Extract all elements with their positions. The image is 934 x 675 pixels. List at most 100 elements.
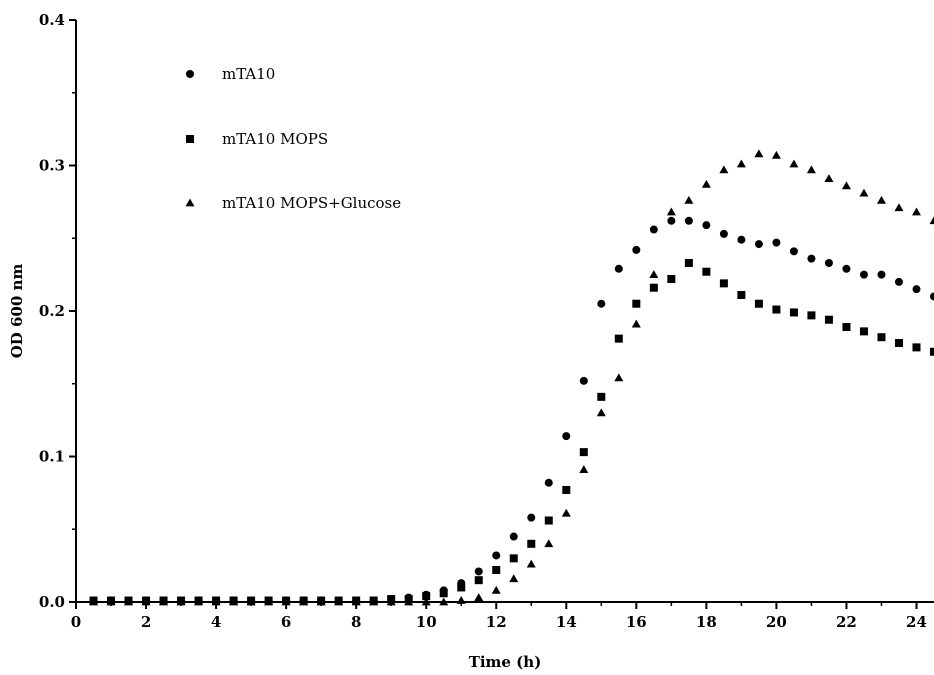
- chart-legend: mTA10 mTA10 MOPS mTA10 MOPS+Glucose: [185, 65, 401, 212]
- data-point: [894, 203, 904, 212]
- y-tick-label-0.3: 0.3: [39, 157, 65, 175]
- data-point: [89, 597, 99, 606]
- data-point: [824, 315, 833, 324]
- data-point: [299, 597, 309, 606]
- data-point: [614, 334, 623, 343]
- data-point: [597, 392, 606, 401]
- legend-marker-1: [186, 70, 194, 78]
- data-point: [194, 597, 204, 606]
- data-point: [579, 448, 588, 457]
- data-point: [159, 597, 169, 606]
- data-point: [491, 585, 501, 594]
- data-point: [772, 238, 781, 247]
- data-point: [369, 597, 379, 606]
- data-point: [456, 596, 466, 604]
- data-point: [684, 216, 693, 225]
- data-point: [422, 592, 431, 601]
- legend-entry-3: mTA10 MOPS+Glucose: [222, 194, 401, 212]
- data-point: [281, 597, 291, 606]
- y-tick-label-0.4: 0.4: [39, 11, 65, 29]
- data-point: [876, 195, 886, 204]
- data-point: [246, 597, 256, 606]
- data-point: [684, 195, 694, 204]
- data-point: [859, 327, 868, 336]
- data-point: [632, 299, 641, 308]
- x-tick-label-20: 20: [766, 613, 787, 631]
- data-point: [596, 408, 606, 417]
- data-point: [474, 576, 483, 585]
- data-point: [684, 258, 693, 267]
- data-point: [544, 478, 553, 487]
- data-point: [772, 305, 781, 314]
- data-point: [597, 299, 606, 308]
- x-tick-label-12: 12: [486, 613, 507, 631]
- series-1: [89, 216, 934, 605]
- data-point: [736, 159, 746, 168]
- chart-marks: [89, 149, 934, 606]
- data-point: [737, 290, 746, 299]
- data-point: [334, 597, 344, 606]
- chart-axes: 0 2 4 6 8 10 12 14 16 18 20 22 240.00.10.20.30.4: [39, 11, 934, 631]
- data-point: [211, 597, 221, 606]
- legend-marker-3: [185, 198, 195, 207]
- data-point: [737, 235, 746, 244]
- data-point: [649, 270, 659, 278]
- data-point: [789, 308, 798, 317]
- data-point: [404, 597, 414, 606]
- data-point: [632, 245, 641, 254]
- y-axis-label: OD 600 nm: [8, 264, 26, 359]
- data-point: [492, 551, 501, 560]
- data-point: [544, 516, 553, 525]
- data-point: [930, 292, 934, 301]
- series-3: [89, 149, 934, 606]
- data-point: [877, 333, 886, 342]
- data-point: [911, 207, 921, 216]
- data-point: [842, 264, 851, 273]
- x-tick-label-10: 10: [416, 613, 437, 631]
- series-2: [89, 258, 934, 605]
- data-point: [894, 339, 903, 348]
- x-tick-label-8: 8: [351, 613, 361, 631]
- data-point: [807, 311, 816, 320]
- data-point: [807, 254, 816, 263]
- data-point: [457, 583, 466, 592]
- data-point: [631, 319, 641, 328]
- data-point: [666, 207, 676, 216]
- x-tick-label-18: 18: [696, 613, 717, 631]
- data-point: [492, 565, 501, 574]
- data-point: [614, 264, 623, 273]
- data-point: [719, 279, 728, 288]
- data-point: [439, 597, 449, 606]
- data-point: [229, 597, 239, 606]
- data-point: [526, 559, 536, 568]
- x-tick-label-24: 24: [906, 613, 927, 631]
- data-point: [824, 258, 833, 267]
- y-tick-label-0.0: 0.0: [39, 593, 65, 611]
- x-tick-label-22: 22: [836, 613, 857, 631]
- data-point: [527, 539, 536, 548]
- data-point: [141, 597, 151, 606]
- data-point: [264, 597, 274, 606]
- x-tick-label-4: 4: [211, 613, 221, 631]
- data-point: [806, 165, 816, 174]
- legend-entry-2: mTA10 MOPS: [222, 130, 328, 148]
- data-point: [842, 323, 851, 332]
- data-point: [124, 597, 134, 606]
- data-point: [316, 597, 326, 606]
- data-point: [649, 225, 658, 234]
- data-point: [579, 376, 588, 385]
- x-tick-label-16: 16: [626, 613, 647, 631]
- data-point: [929, 216, 934, 225]
- x-tick-label-14: 14: [556, 613, 577, 631]
- x-tick-label-6: 6: [281, 613, 291, 631]
- data-point: [771, 150, 781, 159]
- y-tick-label-0.2: 0.2: [39, 302, 65, 320]
- data-point: [824, 174, 834, 182]
- data-point: [421, 597, 431, 606]
- data-point: [859, 188, 869, 197]
- data-point: [754, 149, 764, 158]
- data-point: [930, 347, 934, 356]
- data-point: [439, 589, 448, 598]
- data-point: [562, 432, 571, 441]
- data-point: [789, 247, 798, 256]
